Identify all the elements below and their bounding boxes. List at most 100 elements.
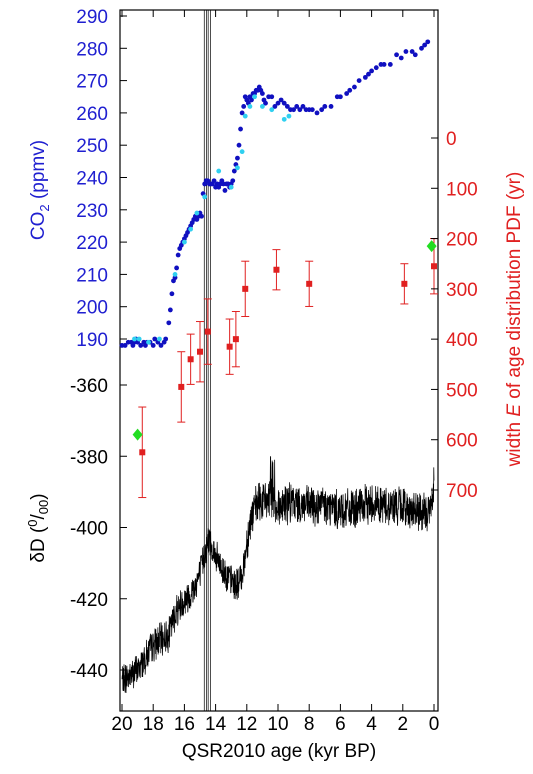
co2-light-point-10 (228, 184, 234, 190)
co2-dark-point-121 (425, 39, 431, 45)
width-point-2 (187, 356, 194, 363)
width-tick-label-3: 300 (446, 280, 478, 301)
width-point-8 (273, 266, 280, 273)
width-tick-label-1: 100 (446, 179, 478, 200)
x-tick-label-4: 12 (236, 714, 257, 735)
x-tick-label-0: 20 (111, 714, 132, 735)
co2-dark-point-66 (239, 110, 245, 116)
co2-light-point-13 (242, 113, 248, 119)
deltaD-axis-label: δD (0/00) (25, 493, 51, 562)
width-tick-label-6: 600 (446, 431, 478, 452)
x-tick-label-1: 18 (143, 714, 164, 735)
co2-light-point-7 (194, 210, 200, 216)
co2-dark-point-88 (284, 104, 290, 109)
co2-tick-label-8: 270 (76, 72, 108, 93)
co2-tick-label-9: 280 (76, 39, 108, 60)
co2-dark-point-25 (175, 252, 181, 258)
age-width-series (138, 238, 438, 499)
width-point-9 (306, 280, 313, 287)
width-tick-label-2: 200 (446, 230, 478, 251)
co2-dark-point-8 (138, 343, 144, 348)
co2-dark-point-55 (222, 188, 228, 193)
co2-dark-point-105 (352, 84, 357, 90)
co2-dark-point-102 (338, 94, 343, 100)
width-point-4 (204, 328, 211, 335)
width-point-7 (242, 285, 249, 292)
co2-dark-point-83 (269, 94, 275, 100)
co2-dark-point-91 (294, 104, 300, 109)
co2-dark-point-104 (347, 87, 353, 93)
co2-dark-point-93 (300, 104, 306, 109)
co2-dark-point-79 (260, 91, 265, 96)
co2-light-point-9 (216, 168, 222, 174)
x-tick-label-3: 14 (205, 714, 227, 735)
co2-dark-point-113 (387, 62, 393, 67)
co2-dark-point-115 (398, 55, 404, 61)
co2-light-point-19 (286, 113, 292, 119)
deltaD-trace (121, 456, 435, 693)
co2-dark-point-108 (366, 71, 371, 77)
deltaD-tick-label-4: -440 (70, 661, 108, 682)
x-tick-label-10: 0 (429, 714, 440, 735)
co2-light-point-15 (252, 94, 257, 100)
co2-light-point-1 (136, 336, 142, 342)
co2-light-point-6 (188, 226, 194, 232)
co2-series-light (132, 94, 292, 345)
co2-dark-point-61 (231, 168, 237, 174)
co2-dark-point-81 (263, 100, 268, 106)
co2-dark-point-16 (158, 343, 164, 348)
co2-dark-point-40 (199, 213, 204, 219)
width-axis: 0 100 200 300 400 500 600 700 (431, 129, 478, 502)
co2-dark-point-65 (238, 126, 243, 132)
co2-dark-point-67 (241, 104, 247, 109)
plot-frame (119, 9, 439, 712)
width-point-10 (401, 280, 408, 287)
co2-light-point-18 (281, 116, 287, 122)
co2-dark-point-21 (169, 291, 175, 297)
co2-dark-point-99 (322, 104, 328, 109)
x-tick-label-7: 6 (335, 714, 346, 735)
co2-dark-point-106 (356, 78, 362, 83)
co2-tick-label-2: 210 (76, 265, 108, 286)
co2-light-point-3 (157, 336, 162, 342)
co2-dark-point-1 (122, 343, 128, 348)
co2-light-point-0 (132, 336, 137, 342)
co2-dark-point-86 (278, 97, 284, 103)
co2-dark-point-119 (419, 45, 424, 51)
deltaD-tick-label-2: -400 (70, 519, 108, 540)
co2-tick-label-1: 200 (76, 298, 108, 319)
width-tick-label-4: 400 (446, 330, 478, 351)
x-tick-label-2: 16 (174, 714, 195, 735)
co2-dark-point-97 (314, 110, 320, 116)
co2-dark-point-96 (309, 107, 315, 113)
x-tick-label-6: 8 (304, 714, 315, 735)
co2-dark-point-87 (281, 100, 287, 106)
co2-tick-label-10: 290 (76, 7, 108, 28)
x-tick-label-8: 4 (366, 714, 377, 735)
width-point-11 (431, 263, 437, 270)
deltaD-tick-label-3: -420 (70, 590, 108, 611)
co2-tick-label-5: 240 (76, 169, 108, 190)
x-tick-label-9: 2 (398, 714, 409, 735)
width-axis-label: width E of age distribution PDF (yr) (504, 172, 525, 468)
co2-dark-point-92 (297, 107, 303, 113)
co2-dark-point-98 (319, 107, 325, 113)
deltaD-axis: -360 -380 -400 -420 -440 (70, 376, 127, 682)
deltaD-tick-label-1: -380 (70, 447, 108, 468)
width-tick-label-0: 0 (446, 129, 457, 150)
co2-axis: 190 200 210 220 230 240 250 260 270 280 290 (76, 7, 127, 351)
co2-dark-point-110 (373, 65, 379, 71)
co2-tick-label-3: 220 (76, 233, 108, 254)
co2-dark-point-18 (163, 336, 169, 342)
co2-dark-point-116 (403, 49, 409, 54)
width-point-3 (197, 348, 203, 355)
co2-light-point-16 (260, 104, 265, 109)
co2-light-point-4 (172, 272, 178, 277)
co2-dark-point-14 (152, 336, 158, 342)
co2-dark-point-20 (167, 307, 173, 313)
green-diamond-1 (426, 240, 437, 253)
width-tick-label-5: 500 (446, 380, 478, 401)
co2-tick-label-0: 190 (76, 330, 108, 351)
co2-dark-point-85 (275, 100, 281, 106)
